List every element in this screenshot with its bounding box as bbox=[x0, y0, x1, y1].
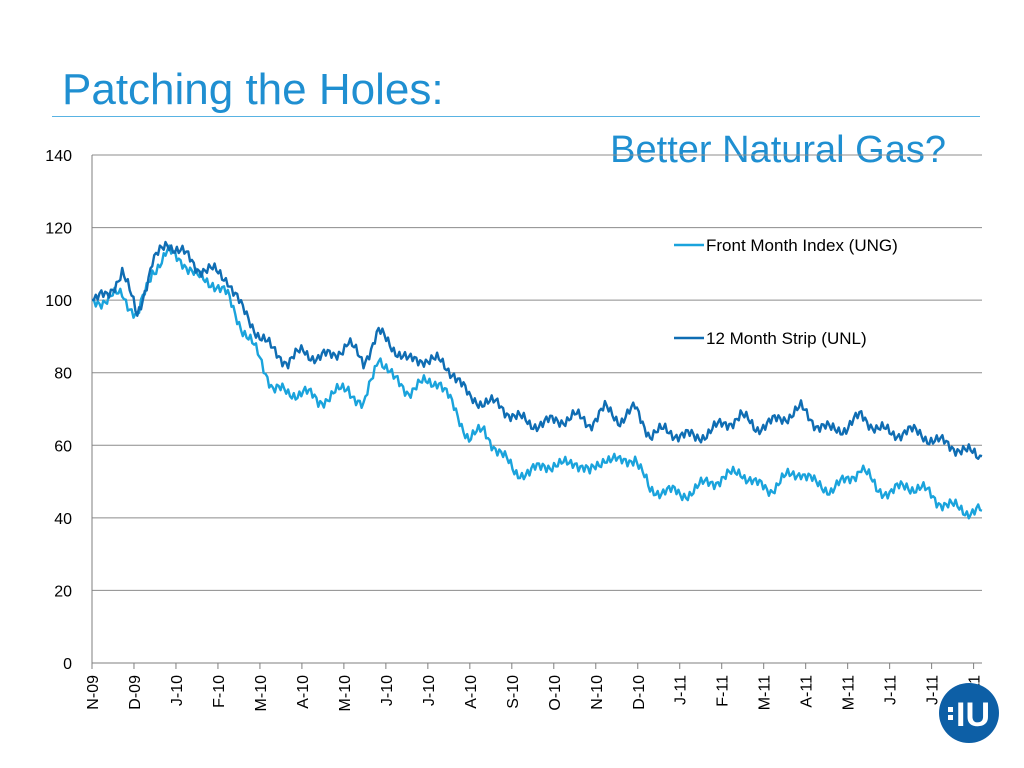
x-tick-label: N-10 bbox=[589, 675, 606, 710]
x-tick-label: J-11 bbox=[673, 675, 690, 705]
y-tick-label: 20 bbox=[54, 583, 72, 600]
legend-label-1: Front Month Index (UNG) bbox=[706, 236, 898, 255]
x-tick-label: S-10 bbox=[505, 675, 522, 709]
x-tick-label: N-09 bbox=[85, 675, 102, 710]
x-tick-label: A-10 bbox=[463, 675, 480, 709]
x-tick-label: J-10 bbox=[421, 675, 438, 706]
x-axis-tick-labels: N-09 D-09 J-10 F-10 M-10 A-10 M-10 J-10 J-10 A-10… bbox=[85, 675, 984, 712]
y-tick-label: 140 bbox=[45, 148, 72, 165]
y-tick-label: 60 bbox=[54, 438, 72, 455]
slide-title: Patching the Holes: bbox=[62, 65, 444, 114]
y-tick-label: 0 bbox=[63, 656, 72, 673]
x-tick-label: A-10 bbox=[295, 675, 312, 709]
x-tick-label: J-11 bbox=[925, 675, 942, 705]
title-rule bbox=[52, 116, 980, 117]
iu-logo-icon: IU bbox=[939, 683, 999, 743]
y-tick-label: 120 bbox=[45, 221, 72, 238]
chart-series bbox=[91, 240, 983, 520]
x-tick-label: M-11 bbox=[757, 675, 774, 710]
x-tick-label: M-10 bbox=[253, 675, 270, 712]
x-tick-label: F-10 bbox=[211, 675, 228, 708]
chart-axes bbox=[91, 155, 982, 669]
x-tick-label: M-11 bbox=[841, 675, 858, 710]
y-axis-tick-labels: 0 20 40 60 80 100 120 140 bbox=[45, 148, 72, 673]
x-tick-label: F-11 bbox=[715, 675, 732, 707]
chart-gridlines bbox=[92, 154, 982, 591]
y-tick-label: 100 bbox=[45, 293, 72, 310]
svg-text:IU: IU bbox=[956, 696, 990, 734]
chart-legend: Front Month Index (UNG) 12 Month Strip (U… bbox=[674, 236, 898, 348]
series-line-2 bbox=[91, 240, 983, 460]
x-tick-label: O-10 bbox=[547, 675, 564, 711]
x-tick-label: D-09 bbox=[127, 675, 144, 710]
x-tick-label: D-10 bbox=[631, 675, 648, 710]
x-tick-label: J-10 bbox=[379, 675, 396, 706]
x-tick-label: A-11 bbox=[799, 675, 816, 708]
y-tick-label: 80 bbox=[54, 366, 72, 383]
slide-subtitle: Better Natural Gas? bbox=[610, 129, 946, 171]
y-tick-label: 40 bbox=[54, 511, 72, 528]
x-tick-label: J-11 bbox=[883, 675, 900, 705]
series-line-1 bbox=[92, 244, 983, 520]
x-tick-label: J-10 bbox=[169, 675, 186, 706]
x-tick-label: M-10 bbox=[337, 675, 354, 712]
legend-label-2: 12 Month Strip (UNL) bbox=[706, 329, 867, 348]
